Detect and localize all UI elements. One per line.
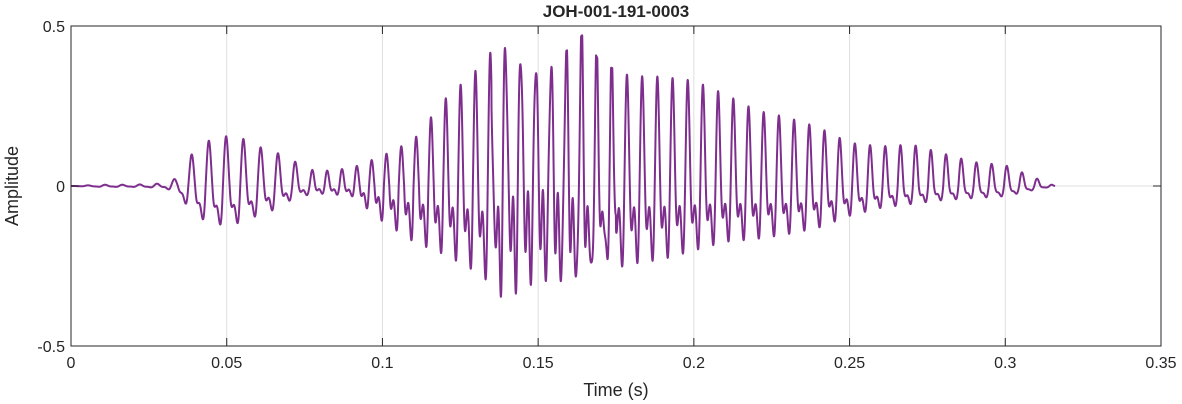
- axis-ticks: 0 0.05 0.1 0.15 0.2 0.25 0.3 0.35-0.500.5: [37, 19, 1176, 372]
- chart-title: JOH-001-191-0003: [543, 2, 689, 21]
- x-tick-label: 0: [67, 355, 76, 372]
- x-tick-label: 0.1: [371, 355, 393, 372]
- y-tick-label: -0.5: [37, 339, 65, 356]
- y-tick-label: 0: [56, 179, 65, 196]
- x-tick-label: 0.15: [523, 355, 554, 372]
- x-tick-label: 0.05: [211, 355, 242, 372]
- x-tick-label: 0.2: [683, 355, 705, 372]
- x-tick-label: 0.35: [1145, 355, 1176, 372]
- x-tick-label: 0.25: [834, 355, 865, 372]
- waveform-series-line: [70, 34, 1056, 298]
- x-axis-label: Time (s): [583, 380, 648, 400]
- y-tick-label: 0.5: [43, 19, 65, 36]
- y-axis-label: Amplitude: [2, 146, 22, 226]
- x-tick-label: 0.3: [994, 355, 1016, 372]
